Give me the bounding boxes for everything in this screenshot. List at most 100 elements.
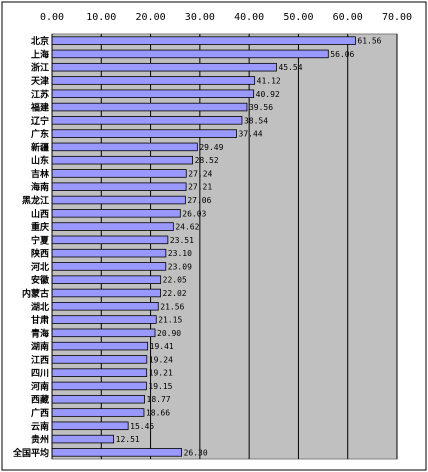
bar xyxy=(51,368,148,377)
value-label: 21.56 xyxy=(160,302,184,311)
value-label: 19.41 xyxy=(150,342,174,351)
value-label: 61.56 xyxy=(357,37,381,46)
value-label: 15.45 xyxy=(130,422,154,431)
value-label: 40.92 xyxy=(256,90,280,99)
category-label: 北京 xyxy=(31,35,49,47)
value-label: 27.21 xyxy=(188,183,212,192)
category-label: 广西 xyxy=(31,407,49,419)
bar xyxy=(51,36,356,45)
value-label: 23.10 xyxy=(168,249,192,258)
bar xyxy=(51,355,148,364)
category-label: 内蒙古 xyxy=(22,287,49,299)
bar xyxy=(51,275,162,284)
bar xyxy=(51,341,149,351)
value-label: 19.21 xyxy=(149,369,173,378)
category-label: 青海 xyxy=(31,327,49,339)
value-label: 26.30 xyxy=(184,448,208,457)
category-label: 吉林 xyxy=(31,168,50,180)
bar xyxy=(51,116,243,125)
category-label: 上海 xyxy=(31,48,49,60)
value-label: 41.12 xyxy=(257,76,281,85)
bar xyxy=(51,262,167,271)
category-label: 山东 xyxy=(31,155,49,167)
value-label: 21.15 xyxy=(158,316,182,325)
bar xyxy=(51,302,159,311)
category-label: 重庆 xyxy=(31,221,49,233)
value-label: 38.54 xyxy=(244,116,268,125)
bar xyxy=(51,129,237,138)
x-tick-label: 10.00 xyxy=(86,12,116,23)
category-label: 西藏 xyxy=(31,394,49,406)
bar xyxy=(51,182,187,191)
category-label: 安徽 xyxy=(31,274,50,286)
value-label: 18.66 xyxy=(146,409,170,418)
category-labels: 北京上海浙江天津江苏福建辽宁广东新疆山东吉林海南黑龙江山西重庆宁夏陕西河北安徽内… xyxy=(12,35,50,459)
bar xyxy=(51,155,193,165)
category-label: 陕西 xyxy=(31,248,49,260)
category-label: 河北 xyxy=(31,261,49,273)
category-label: 河南 xyxy=(31,380,49,392)
bar xyxy=(51,195,186,205)
bar xyxy=(51,434,115,444)
value-label: 19.15 xyxy=(148,382,172,391)
value-label: 22.05 xyxy=(163,276,187,285)
bar xyxy=(51,248,167,258)
value-label: 28.52 xyxy=(195,156,219,165)
value-label: 19.24 xyxy=(149,355,173,364)
value-label: 29.49 xyxy=(199,143,223,152)
value-label: 26.03 xyxy=(182,209,206,218)
bar xyxy=(51,448,183,457)
category-label: 宁夏 xyxy=(31,234,50,246)
value-label: 27.06 xyxy=(187,196,211,205)
bar xyxy=(51,76,256,85)
x-tick-label: 40.00 xyxy=(234,12,264,23)
bar xyxy=(51,235,169,245)
category-label: 黑龙江 xyxy=(22,195,49,207)
category-label: 天津 xyxy=(31,75,49,87)
x-axis-ticks: 0.00 10.00 20.00 30.00 40.00 50.00 60.00 70.00 xyxy=(40,12,412,23)
bar xyxy=(51,288,161,298)
bar xyxy=(51,62,277,72)
value-label: 27.24 xyxy=(188,169,212,178)
x-tick-label: 0.00 xyxy=(40,12,64,23)
bar xyxy=(51,102,248,112)
bar xyxy=(51,142,198,152)
x-tick-label: 30.00 xyxy=(185,12,215,23)
bar xyxy=(51,408,145,417)
value-label: 23.51 xyxy=(170,236,194,245)
category-label: 海南 xyxy=(31,181,49,193)
value-label: 24.62 xyxy=(175,223,199,232)
value-label: 18.77 xyxy=(147,395,171,404)
bar xyxy=(51,381,147,391)
category-label: 山西 xyxy=(31,208,49,220)
bars xyxy=(51,36,356,457)
category-label: 湖南 xyxy=(31,341,49,353)
category-label: 全国平均 xyxy=(12,447,49,459)
bar xyxy=(51,328,156,338)
category-label: 湖北 xyxy=(31,301,49,313)
x-tick-label: 70.00 xyxy=(382,12,412,23)
category-label: 云南 xyxy=(31,420,49,432)
bar xyxy=(51,49,329,59)
value-label: 22.02 xyxy=(163,289,187,298)
x-tick-label: 20.00 xyxy=(136,12,166,23)
value-label: 20.90 xyxy=(157,329,181,338)
category-label: 江苏 xyxy=(31,88,49,100)
x-tick-label: 60.00 xyxy=(333,12,363,23)
bar xyxy=(51,421,129,431)
bar xyxy=(51,169,187,178)
value-label: 45.54 xyxy=(278,63,302,72)
category-label: 新疆 xyxy=(31,141,49,153)
category-label: 福建 xyxy=(30,102,50,114)
category-label: 广东 xyxy=(31,128,49,140)
bar xyxy=(51,394,145,404)
value-label: 23.09 xyxy=(168,262,192,271)
bar xyxy=(51,209,181,218)
bar xyxy=(51,315,157,324)
value-label: 37.44 xyxy=(239,130,263,139)
bar xyxy=(51,89,255,99)
x-tick-label: 50.00 xyxy=(283,12,313,23)
